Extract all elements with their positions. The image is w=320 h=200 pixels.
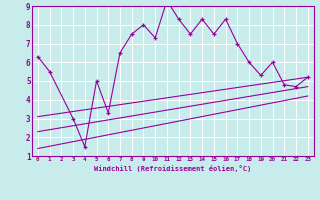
X-axis label: Windchill (Refroidissement éolien,°C): Windchill (Refroidissement éolien,°C) bbox=[94, 165, 252, 172]
